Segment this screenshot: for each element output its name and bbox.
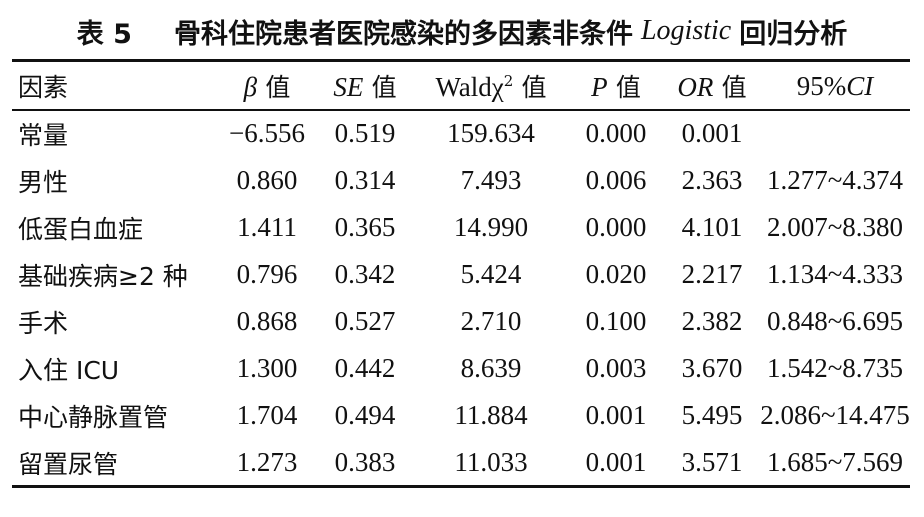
header-p: P 值 (591, 72, 641, 102)
title-text: 骨科住院患者医院感染的多因素非条件 (173, 18, 633, 50)
cell-p: 0.001 (585, 447, 647, 477)
cell-p: 0.100 (585, 306, 647, 336)
cell-ci: 1.542~8.735 (766, 353, 904, 383)
table-body: 常量 −6.556 0.519 159.634 0.000 0.001 男性 0.860 0.3… (12, 110, 910, 486)
top-rule (12, 59, 910, 62)
cell-wald: 2.710 (460, 306, 522, 336)
cell-factor: 男性 (18, 167, 69, 197)
table-row: 留置尿管 1.273 0.383 11.033 0.001 3.571 1.685~7.56… (12, 439, 910, 486)
cell-ci: 2.086~14.475 (760, 400, 910, 430)
cell-p: 0.006 (585, 165, 647, 195)
cell-se: 0.342 (334, 259, 396, 289)
cell-se: 0.383 (334, 447, 396, 477)
cell-or: 3.571 (681, 447, 743, 477)
cell-wald: 5.424 (460, 259, 522, 289)
cell-wald: 7.493 (460, 165, 522, 195)
cell-ci: 1.134~4.333 (766, 259, 904, 289)
cell-or: 3.670 (681, 353, 743, 383)
table-row: 手术 0.868 0.527 2.710 0.100 2.382 0.848~6.695 (12, 298, 910, 345)
cell-ci: 1.685~7.569 (766, 447, 904, 477)
cell-or: 2.382 (681, 306, 743, 336)
table-number: 表 5 (76, 18, 132, 50)
cell-wald: 159.634 (447, 118, 535, 148)
cell-beta: 1.411 (237, 212, 297, 242)
cell-se: 0.314 (334, 165, 396, 195)
cell-wald: 8.639 (460, 353, 522, 383)
cell-factor: 中心静脉置管 (18, 402, 169, 432)
cell-factor: 入住 ICU (18, 355, 120, 385)
table-title: 表 5 骨科住院患者医院感染的多因素非条件 Logistic 回归分析 (0, 8, 924, 54)
cell-se: 0.494 (334, 400, 396, 430)
header-beta: β 值 (243, 72, 291, 102)
cell-ci: 0.848~6.695 (766, 306, 904, 336)
cell-factor: 常量 (18, 120, 69, 150)
cell-factor: 基础疾病≥2 种 (18, 261, 188, 291)
title-latin: Logistic (640, 15, 732, 46)
cell-or: 2.217 (681, 259, 743, 289)
cell-beta: 0.796 (236, 259, 298, 289)
bottom-rule (12, 485, 910, 488)
cell-p: 0.001 (585, 400, 647, 430)
header-factor: 因素 (18, 73, 69, 102)
cell-beta: 1.273 (236, 447, 298, 477)
cell-beta: 1.704 (236, 400, 298, 430)
header-rule (12, 109, 910, 111)
cell-se: 0.519 (334, 118, 396, 148)
cell-wald: 14.990 (453, 212, 529, 242)
cell-se: 0.365 (334, 212, 396, 242)
cell-p: 0.020 (585, 259, 647, 289)
header-wald: Waldχ2 值 (435, 72, 547, 102)
cell-factor: 手术 (18, 308, 69, 338)
header-row: 因素 β 值 SE 值 Waldχ2 值 P 值 OR 值 95%CI (12, 62, 910, 110)
cell-se: 0.527 (334, 306, 396, 336)
table-row: 中心静脉置管 1.704 0.494 11.884 0.001 5.495 2.086~14… (12, 392, 910, 439)
header-ci: 95%CI (796, 70, 874, 101)
cell-or: 5.495 (681, 400, 743, 430)
cell-beta: 0.868 (236, 306, 298, 336)
cell-factor: 低蛋白血症 (18, 214, 144, 244)
cell-ci: 1.277~4.374 (766, 165, 904, 195)
logistic-regression-table: 因素 β 值 SE 值 Waldχ2 值 P 值 OR 值 95%CI 常量 −6… (12, 62, 910, 486)
header-or: OR 值 (677, 72, 747, 102)
cell-wald: 11.033 (454, 447, 528, 477)
cell-factor: 留置尿管 (18, 449, 119, 479)
cell-beta: 0.860 (236, 165, 298, 195)
cell-ci (760, 110, 910, 157)
table-row: 常量 −6.556 0.519 159.634 0.000 0.001 (12, 110, 910, 157)
cell-p: 0.003 (585, 353, 647, 383)
table-row: 男性 0.860 0.314 7.493 0.006 2.363 1.277~4.374 (12, 157, 910, 204)
header-se: SE 值 (333, 72, 397, 102)
cell-or: 0.001 (681, 118, 743, 148)
cell-ci: 2.007~8.380 (766, 212, 904, 242)
cell-wald: 11.884 (454, 400, 528, 430)
title-text-end: 回归分析 (739, 18, 848, 50)
cell-p: 0.000 (585, 212, 647, 242)
table-row: 基础疾病≥2 种 0.796 0.342 5.424 0.020 2.217 1.134~4… (12, 251, 910, 298)
cell-or: 4.101 (681, 212, 743, 242)
cell-or: 2.363 (681, 165, 743, 195)
cell-se: 0.442 (334, 353, 396, 383)
table-row: 低蛋白血症 1.411 0.365 14.990 0.000 4.101 2.007~8.3… (12, 204, 910, 251)
cell-beta: −6.556 (229, 118, 305, 148)
cell-beta: 1.300 (236, 353, 298, 383)
table-row: 入住 ICU 1.300 0.442 8.639 0.003 3.670 1.542~8.7… (12, 345, 910, 392)
cell-p: 0.000 (585, 118, 647, 148)
